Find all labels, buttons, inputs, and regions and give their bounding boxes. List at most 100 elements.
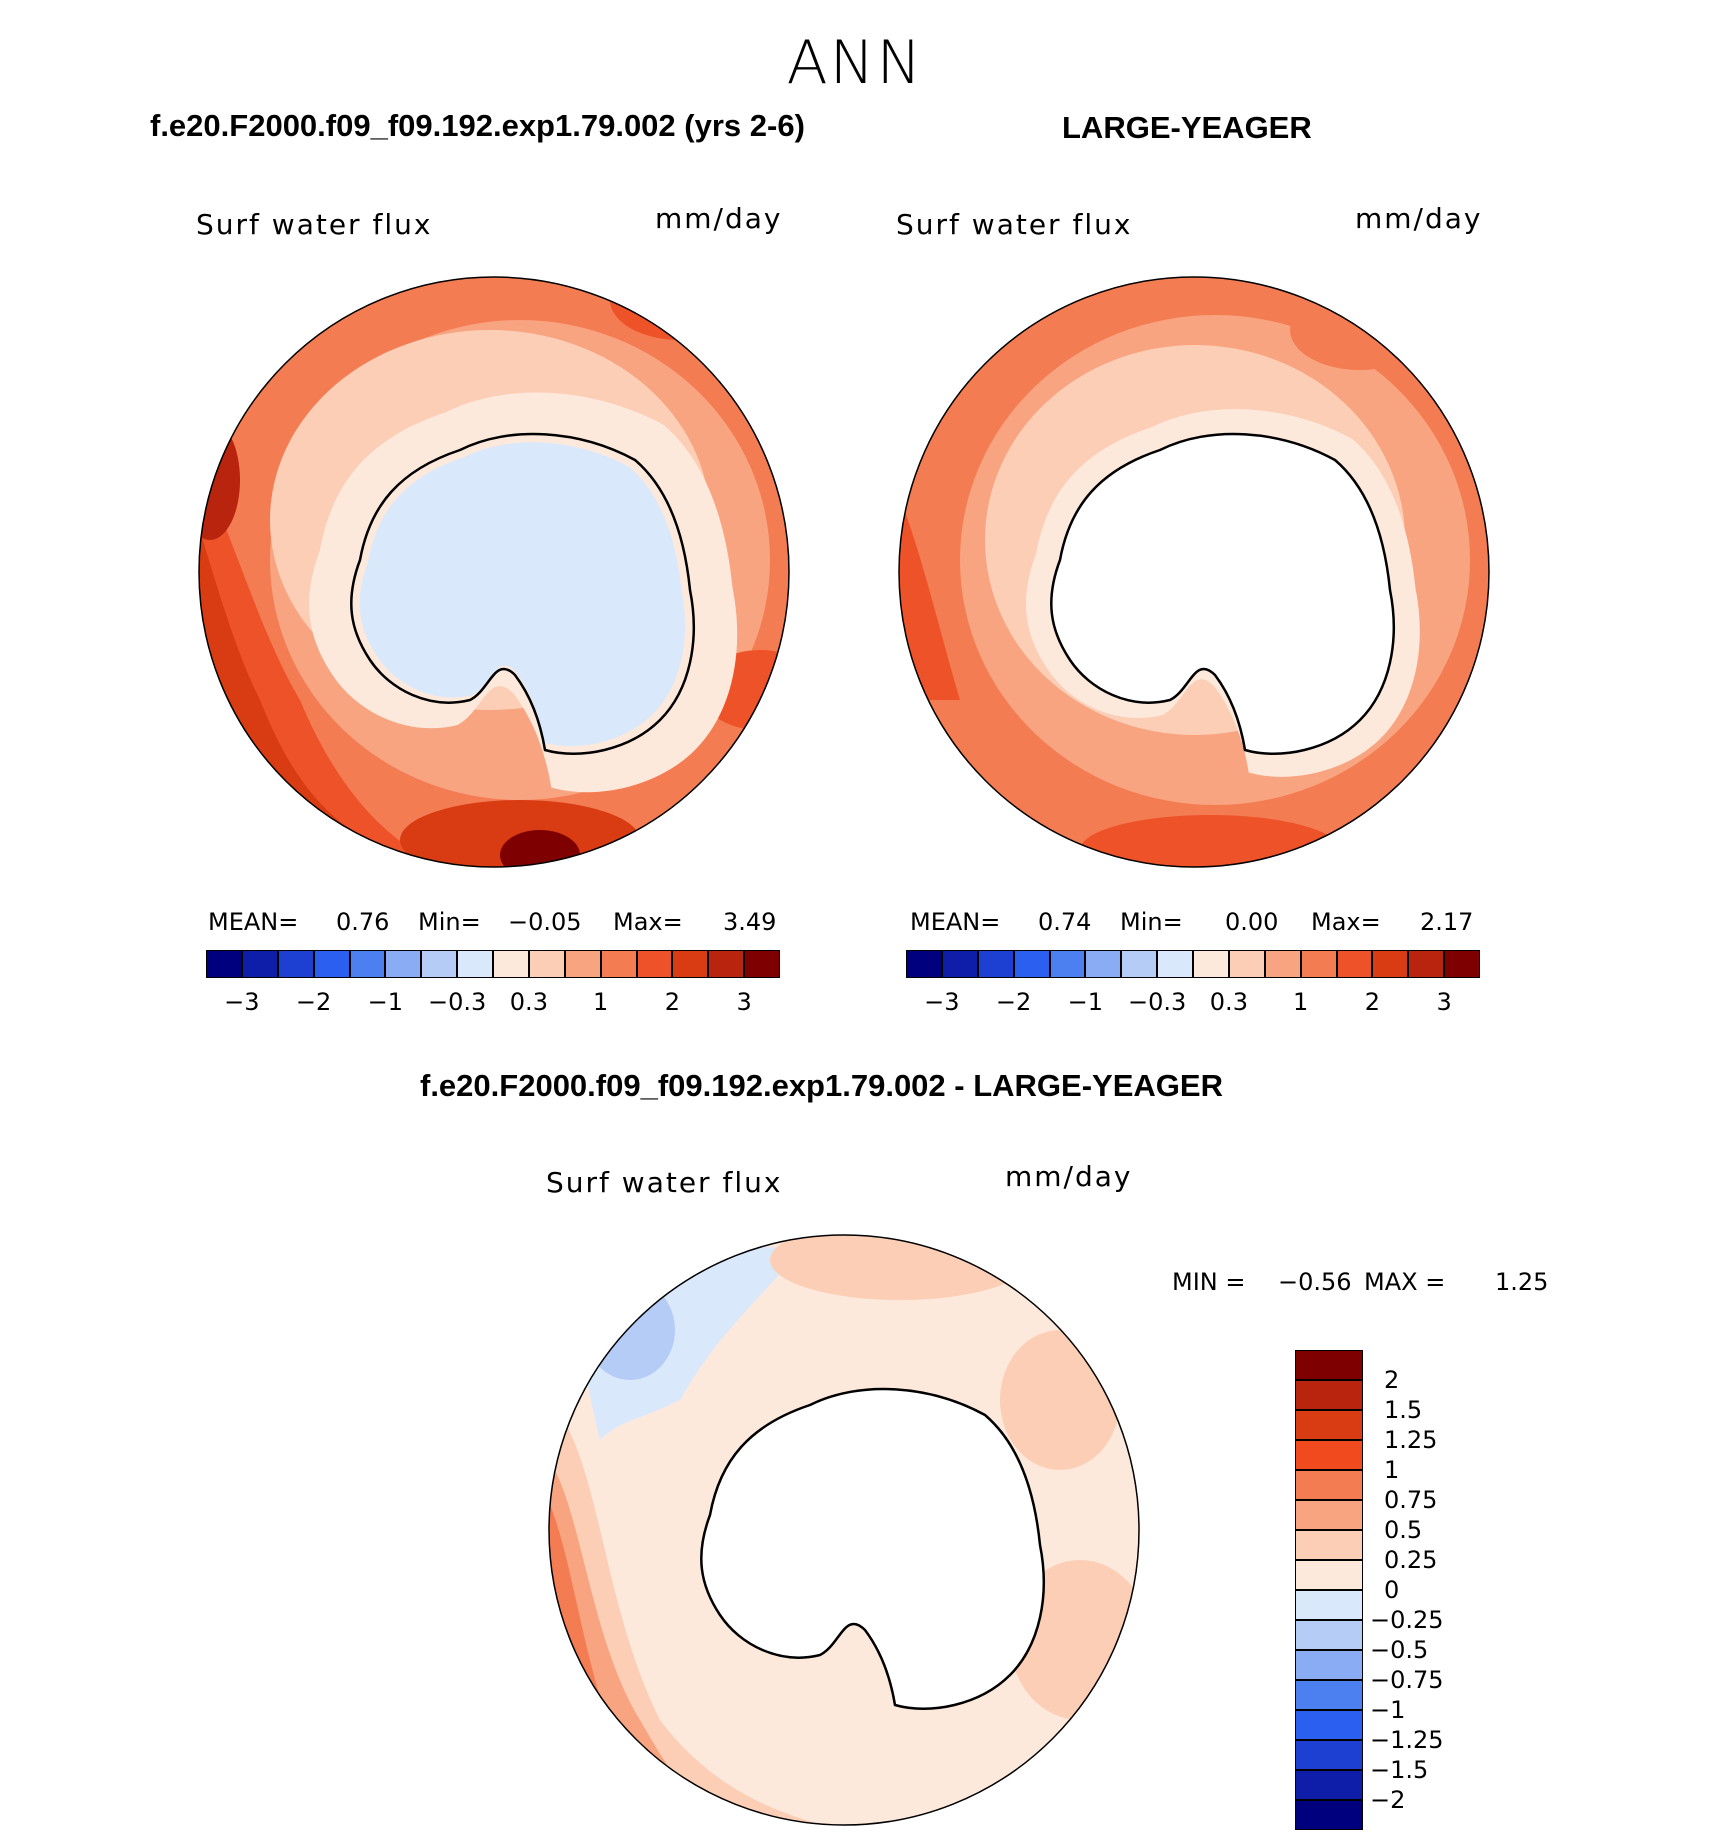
panel-2-colorbar-swatch [1013,950,1050,978]
panel-2-colorbar-tick-label: −2 [995,988,1032,1016]
panel-1-mean-label: MEAN= [208,908,299,936]
panel-1-stats: MEAN= 0.76 Min= −0.05 Max= 3.49 [208,908,778,938]
diff-variable-label: Surf water flux [546,1166,783,1199]
panel-1-colorbar-swatch [600,950,637,978]
panel-1-colorbar-tick-label: 3 [736,988,752,1016]
panel-2-colorbar-swatch [906,950,942,978]
diff-colorbar-swatch [1295,1530,1363,1560]
diff-run-title: f.e20.F2000.f09_f09.192.exp1.79.002 - LA… [420,1068,1223,1103]
panel-1-colorbar-tick-label: 0.3 [509,988,548,1016]
panel-2-colorbar-ticks: −3 −2 −1 −0.3 0.3 1 2 3 [906,988,1480,1018]
panel-1-colorbar-tick-label: −2 [295,988,332,1016]
panel-2-colorbar-swatch [1121,950,1158,978]
diff-colorbar [1295,1350,1363,1830]
diff-units-label: mm/day [1005,1160,1133,1193]
diff-colorbar-tick-label: 1.5 [1384,1396,1423,1424]
panel-1-colorbar-swatch [708,950,745,978]
panel-2-run-title: LARGE-YEAGER [1062,110,1312,145]
panel-2-colorbar-swatch [1157,950,1193,978]
diff-colorbar-tick-label: −0.5 [1370,1636,1429,1664]
diff-colorbar-tick-label: 0 [1384,1576,1400,1604]
diff-colorbar-tick-label: 0.25 [1384,1546,1438,1574]
panel-1-colorbar [206,950,780,978]
panel-1-units-label: mm/day [655,202,783,235]
panel-2-colorbar-swatch [1085,950,1122,978]
panel-1-min-value: −0.05 [508,908,582,936]
panel-2-colorbar-swatch [1336,950,1373,978]
panel-2-colorbar-tick-label: 2 [1364,988,1381,1016]
panel-1-min-label: Min= [418,908,481,936]
panel-1-run-title: f.e20.F2000.f09_f09.192.exp1.79.002 (yrs… [150,108,805,143]
page-title: ANN [786,28,924,98]
diff-colorbar-tick-label: −0.25 [1370,1606,1444,1634]
diff-stats: MIN = −0.56 MAX = 1.25 [1172,1268,1552,1298]
diff-colorbar-swatch [1295,1410,1363,1440]
panel-2-variable-label: Surf water flux [896,208,1133,241]
panel-1-colorbar-tick-label: −3 [224,988,260,1016]
panel-1-colorbar-tick-label: 2 [664,988,681,1016]
panel-1-colorbar-swatch [672,950,709,978]
panel-2-colorbar-swatch [1300,950,1337,978]
panel-1-colorbar-tick-label: −0.3 [427,988,487,1016]
panel-1-colorbar-tick-label: 1 [592,988,609,1016]
panel-1-colorbar-swatch [277,950,314,978]
panel-2-colorbar-tick-label: 1 [1292,988,1309,1016]
diff-colorbar-tick-label: 0.75 [1384,1486,1438,1514]
diff-min-value: −0.56 [1278,1268,1352,1296]
diff-colorbar-swatch [1295,1680,1363,1710]
panel-1-colorbar-swatch [349,950,386,978]
diff-min-label: MIN = [1172,1268,1246,1296]
panel-1-max-label: Max= [613,908,683,936]
diff-colorbar-swatch [1295,1710,1363,1740]
diff-colorbar-tick-label: −1.25 [1370,1726,1444,1754]
panel-1-colorbar-tick-label: −1 [367,988,404,1016]
panel-1-colorbar-swatch [528,950,565,978]
panel-1-colorbar-swatch [385,950,422,978]
panel-1-colorbar-swatch [636,950,673,978]
panel-1-colorbar-swatch [744,950,780,978]
panel-2-colorbar-tick-label: −3 [924,988,960,1016]
panel-2-mean-label: MEAN= [910,908,1001,936]
panel-2-colorbar-tick-label: −0.3 [1127,988,1187,1016]
panel-2-colorbar-swatch [1264,950,1301,978]
panel-1-colorbar-ticks: −3 −2 −1 −0.3 0.3 1 2 3 [206,988,780,1018]
diff-colorbar-swatch [1295,1380,1363,1410]
panel-1-colorbar-swatch [206,950,242,978]
diff-colorbar-swatch [1295,1350,1363,1380]
panel-2-colorbar [906,950,1480,978]
diff-colorbar-tick-label: 1.25 [1384,1426,1438,1454]
diff-colorbar-swatch [1295,1470,1363,1500]
panel-2-colorbar-swatch [1372,950,1409,978]
diff-colorbar-tick-label: 1 [1384,1456,1400,1484]
diff-colorbar-ticks: 2 1.5 1.25 1 0.75 0.5 0.25 0 −0.25 −0.5 −0.75 −1 −1.… [1370,1350,1510,1830]
panel-2-min-label: Min= [1120,908,1183,936]
panel-2-stats: MEAN= 0.74 Min= 0.00 Max= 2.17 [910,908,1480,938]
panel-1-variable-label: Surf water flux [196,208,433,241]
panel-2-colorbar-swatch [1049,950,1086,978]
panel-1-max-value: 3.49 [723,908,777,936]
diff-colorbar-swatch [1295,1560,1363,1590]
diff-colorbar-swatch [1295,1770,1363,1800]
panel-2-colorbar-swatch [1444,950,1480,978]
panel-2-min-value: 0.00 [1225,908,1279,936]
panel-1-colorbar-swatch [493,950,529,978]
panel-1-colorbar-swatch [421,950,458,978]
panel-2-colorbar-swatch [1193,950,1229,978]
panel-1-colorbar-swatch [241,950,278,978]
diff-colorbar-tick-label: −1 [1370,1696,1406,1724]
diff-max-value: 1.25 [1495,1268,1549,1296]
panel-2-colorbar-swatch [977,950,1014,978]
diff-colorbar-swatch [1295,1800,1363,1830]
diff-colorbar-swatch [1295,1740,1363,1770]
panel-1-colorbar-swatch [313,950,350,978]
diff-colorbar-tick-label: 2 [1384,1366,1400,1394]
panel-2-max-label: Max= [1311,908,1381,936]
panel-1-colorbar-swatch [457,950,493,978]
diff-colorbar-swatch [1295,1620,1363,1650]
diff-colorbar-swatch [1295,1500,1363,1530]
panel-2-mean-value: 0.74 [1038,908,1092,936]
panel-2-colorbar-swatch [1408,950,1445,978]
